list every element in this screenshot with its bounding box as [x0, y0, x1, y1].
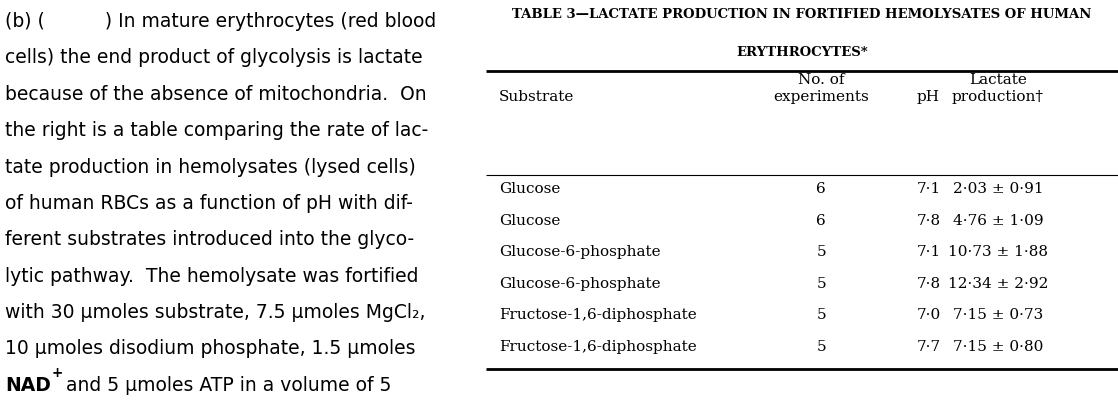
Text: Glucose: Glucose — [499, 214, 560, 228]
Text: 12·34 ± 2·92: 12·34 ± 2·92 — [948, 277, 1049, 291]
Text: lytic pathway.  The hemolysate was fortified: lytic pathway. The hemolysate was fortif… — [4, 267, 418, 286]
Text: NAD: NAD — [4, 376, 50, 395]
Text: ferent substrates introduced into the glyco-: ferent substrates introduced into the gl… — [4, 230, 414, 249]
Text: 10 μmoles disodium phosphate, 1.5 μmoles: 10 μmoles disodium phosphate, 1.5 μmoles — [4, 339, 416, 358]
Text: 7·1: 7·1 — [917, 182, 940, 196]
Text: 6: 6 — [816, 182, 826, 196]
Text: Fructose-1,6-diphosphate: Fructose-1,6-diphosphate — [499, 308, 697, 322]
Text: 7·15 ± 0·80: 7·15 ± 0·80 — [953, 340, 1043, 354]
Text: tate production in hemolysates (lysed cells): tate production in hemolysates (lysed ce… — [4, 158, 416, 177]
Text: Fructose-1,6-diphosphate: Fructose-1,6-diphosphate — [499, 340, 697, 354]
Text: Substrate: Substrate — [499, 90, 575, 104]
Text: cells) the end product of glycolysis is lactate: cells) the end product of glycolysis is … — [4, 48, 423, 67]
Text: 7·8: 7·8 — [917, 277, 940, 291]
Text: 2·03 ± 0·91: 2·03 ± 0·91 — [953, 182, 1043, 196]
Text: +: + — [51, 366, 63, 380]
Text: 5: 5 — [816, 277, 826, 291]
Text: pH: pH — [917, 90, 940, 104]
Text: 4·76 ± 1·09: 4·76 ± 1·09 — [953, 214, 1043, 228]
Text: 5: 5 — [816, 308, 826, 322]
Text: 7·1: 7·1 — [917, 245, 940, 259]
Text: 7·15 ± 0·73: 7·15 ± 0·73 — [953, 308, 1043, 322]
Text: Lactate
production†: Lactate production† — [953, 74, 1044, 104]
Text: Glucose-6-phosphate: Glucose-6-phosphate — [499, 277, 661, 291]
Text: No. of
experiments: No. of experiments — [774, 74, 869, 104]
Text: with 30 μmoles substrate, 7.5 μmoles MgCl₂,: with 30 μmoles substrate, 7.5 μmoles MgC… — [4, 303, 425, 322]
Text: 10·73 ± 1·88: 10·73 ± 1·88 — [948, 245, 1048, 259]
Text: 5: 5 — [816, 340, 826, 354]
Text: because of the absence of mitochondria.  On: because of the absence of mitochondria. … — [4, 85, 426, 104]
Text: 6: 6 — [816, 214, 826, 228]
Text: TABLE 3—LACTATE PRODUCTION IN FORTIFIED HEMOLYSATES OF HUMAN: TABLE 3—LACTATE PRODUCTION IN FORTIFIED … — [512, 8, 1092, 21]
Text: Glucose-6-phosphate: Glucose-6-phosphate — [499, 245, 661, 259]
Text: and 5 μmoles ATP in a volume of 5: and 5 μmoles ATP in a volume of 5 — [60, 376, 391, 395]
Text: ERYTHROCYTES*: ERYTHROCYTES* — [737, 46, 868, 59]
Text: of human RBCs as a function of pH with dif-: of human RBCs as a function of pH with d… — [4, 194, 413, 213]
Text: 7·7: 7·7 — [917, 340, 940, 354]
Text: Glucose: Glucose — [499, 182, 560, 196]
Text: 7·8: 7·8 — [917, 214, 940, 228]
Text: 7·0: 7·0 — [917, 308, 940, 322]
Text: the right is a table comparing the rate of lac-: the right is a table comparing the rate … — [4, 121, 428, 140]
Text: 5: 5 — [816, 245, 826, 259]
Text: (b) (          ) In mature erythrocytes (red blood: (b) ( ) In mature erythrocytes (red bloo… — [4, 12, 436, 31]
